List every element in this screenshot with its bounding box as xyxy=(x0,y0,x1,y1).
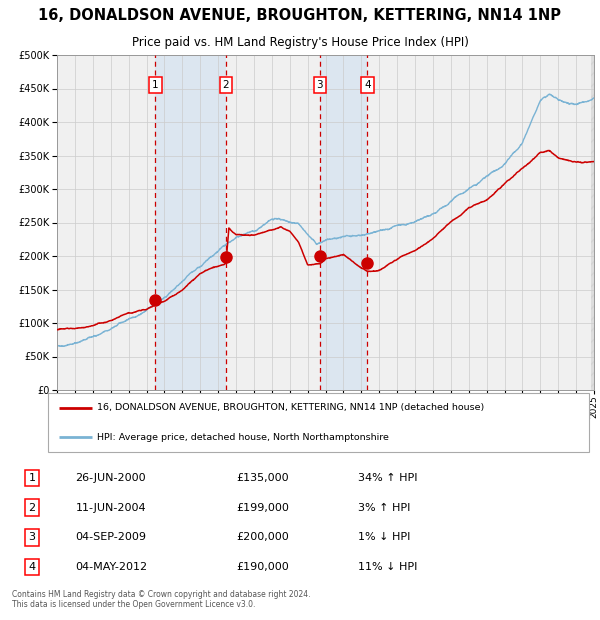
Text: £135,000: £135,000 xyxy=(236,473,289,483)
Text: 11% ↓ HPI: 11% ↓ HPI xyxy=(358,562,417,572)
Bar xyxy=(320,55,367,390)
Text: 3% ↑ HPI: 3% ↑ HPI xyxy=(358,503,410,513)
FancyBboxPatch shape xyxy=(48,392,589,453)
Text: 3: 3 xyxy=(316,80,323,90)
Text: 2: 2 xyxy=(29,503,36,513)
Bar xyxy=(155,55,226,390)
Text: 4: 4 xyxy=(29,562,36,572)
Text: £200,000: £200,000 xyxy=(236,533,289,542)
Text: Contains HM Land Registry data © Crown copyright and database right 2024.
This d: Contains HM Land Registry data © Crown c… xyxy=(12,590,311,609)
Text: 04-SEP-2009: 04-SEP-2009 xyxy=(76,533,146,542)
Text: £190,000: £190,000 xyxy=(236,562,289,572)
Text: 16, DONALDSON AVENUE, BROUGHTON, KETTERING, NN14 1NP (detached house): 16, DONALDSON AVENUE, BROUGHTON, KETTERI… xyxy=(97,403,484,412)
Bar xyxy=(592,55,595,390)
Text: 11-JUN-2004: 11-JUN-2004 xyxy=(76,503,146,513)
Text: Price paid vs. HM Land Registry's House Price Index (HPI): Price paid vs. HM Land Registry's House … xyxy=(131,37,469,50)
Text: 4: 4 xyxy=(364,80,371,90)
Text: 1: 1 xyxy=(29,473,35,483)
Text: 34% ↑ HPI: 34% ↑ HPI xyxy=(358,473,417,483)
Text: 26-JUN-2000: 26-JUN-2000 xyxy=(76,473,146,483)
Text: HPI: Average price, detached house, North Northamptonshire: HPI: Average price, detached house, Nort… xyxy=(97,433,389,442)
Text: 1% ↓ HPI: 1% ↓ HPI xyxy=(358,533,410,542)
Text: 04-MAY-2012: 04-MAY-2012 xyxy=(76,562,148,572)
Text: £199,000: £199,000 xyxy=(236,503,290,513)
Text: 16, DONALDSON AVENUE, BROUGHTON, KETTERING, NN14 1NP: 16, DONALDSON AVENUE, BROUGHTON, KETTERI… xyxy=(38,8,562,23)
Text: 2: 2 xyxy=(223,80,229,90)
Text: 3: 3 xyxy=(29,533,35,542)
Text: 1: 1 xyxy=(152,80,158,90)
